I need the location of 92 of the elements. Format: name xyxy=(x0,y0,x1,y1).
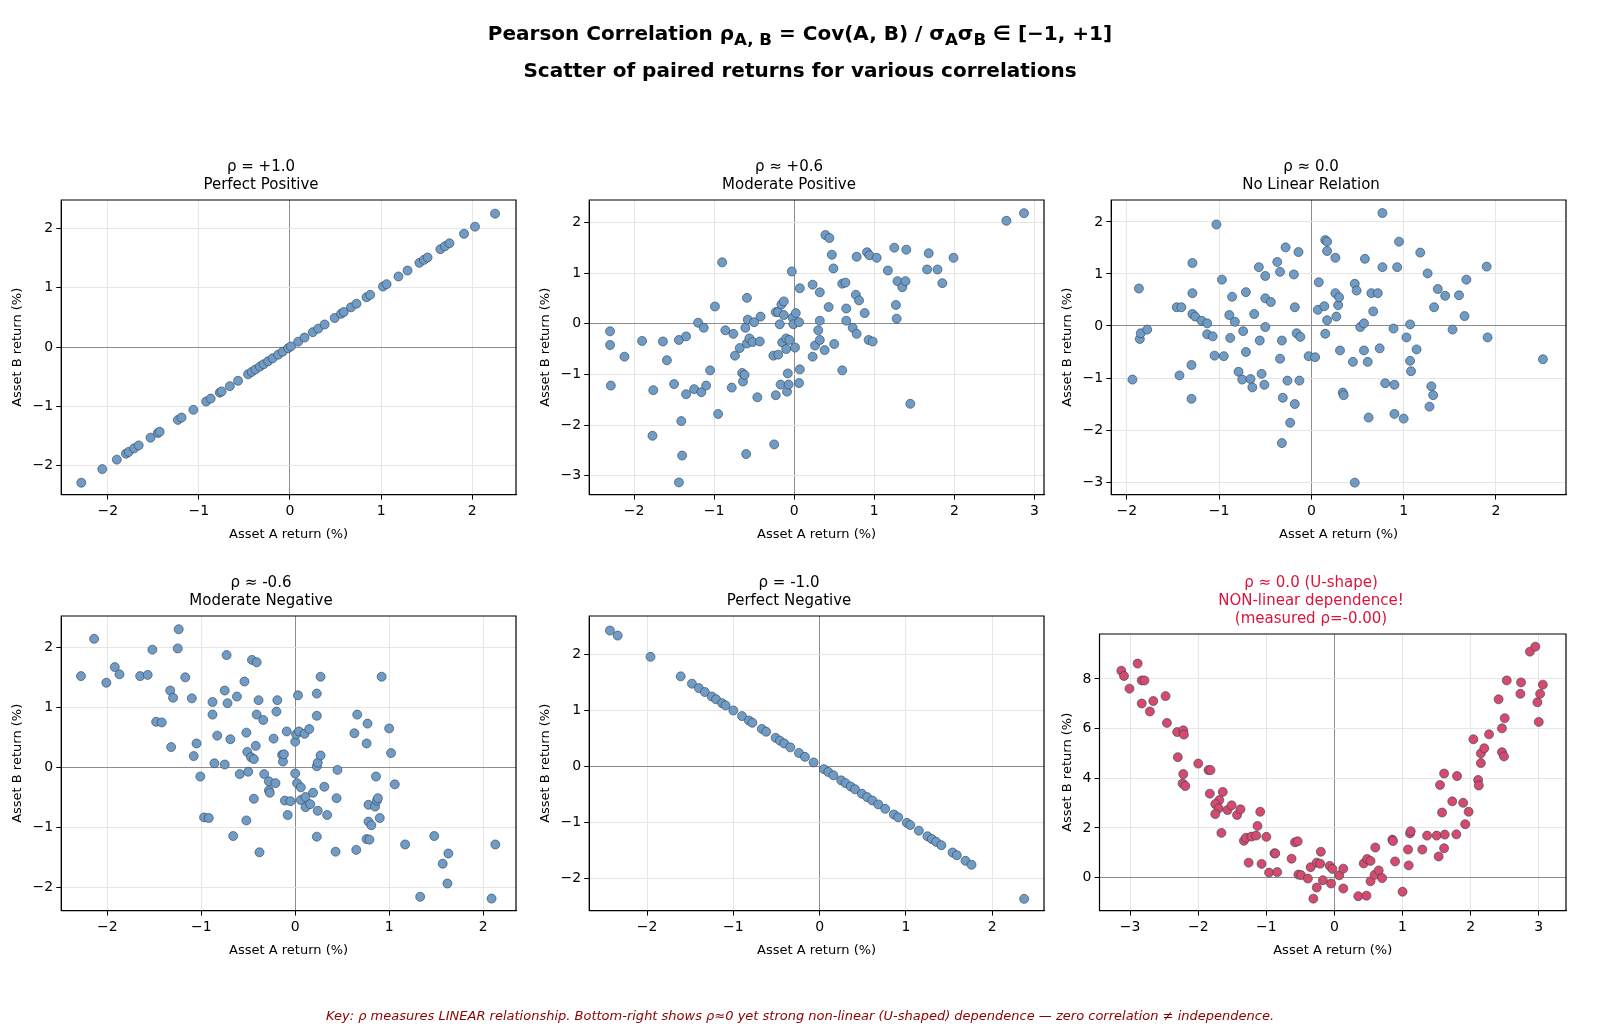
y-tick-label: −1 xyxy=(32,396,54,413)
y-tick-label: 1 xyxy=(572,701,582,718)
chart-title: ρ = +1.0 xyxy=(226,156,296,175)
y-tick-label: −2 xyxy=(1082,420,1104,437)
y-tick-label: 2 xyxy=(44,219,54,236)
x-tick-label: 1 xyxy=(384,917,394,934)
chart-subtitle: Moderate Negative xyxy=(189,590,333,609)
x-tick-label: −2 xyxy=(96,917,118,934)
x-tick-label: 2 xyxy=(1491,501,1501,518)
y-tick-label: 2 xyxy=(572,645,582,662)
y-tick-label: 0 xyxy=(44,758,54,775)
text: Scatter of paired returns for various correlations xyxy=(522,57,1078,84)
x-tick-label: 2 xyxy=(467,501,477,518)
chart-title: ρ ≈ +0.6 xyxy=(754,156,824,175)
y-axis-title: Asset B return (%) xyxy=(537,703,553,823)
x-tick-label: 1 xyxy=(901,917,911,934)
y-tick-label: −1 xyxy=(560,365,582,382)
y-axis-title: Asset B return (%) xyxy=(537,287,553,407)
x-tick-label: 1 xyxy=(1398,917,1408,934)
y-axis-title: Asset B return (%) xyxy=(9,287,25,407)
x-tick-label: 0 xyxy=(789,501,799,518)
x-tick-label: −2 xyxy=(97,501,119,518)
y-tick-label: −2 xyxy=(560,415,582,432)
x-axis-title: Asset A return (%) xyxy=(757,941,877,957)
text: Pearson Correlation ρ$_{A, B}$ = Cov(A, B) / σ$_{A}$σ$_{B}$ ∈ [−1, +1] xyxy=(486,20,1114,51)
x-tick-label: −2 xyxy=(1187,917,1209,934)
y-tick-label: 2 xyxy=(1082,818,1092,835)
y-tick-label: 2 xyxy=(44,637,54,654)
y-axis-title: Asset B return (%) xyxy=(1059,712,1075,832)
y-tick-label: 0 xyxy=(1094,316,1104,333)
chart-subtitle: No Linear Relation xyxy=(1242,174,1380,193)
x-tick-label: 1 xyxy=(869,501,879,518)
chart-title: ρ ≈ 0.0 xyxy=(1283,156,1339,175)
y-tick-label: 1 xyxy=(44,698,54,715)
y-tick-label: −3 xyxy=(1082,472,1104,489)
x-tick-label: 1 xyxy=(376,501,386,518)
text: Key: ρ measures LINEAR relationship. Bottom-right shows ρ≈0 yet strong non-linear (U-shaped) dependence — zero correlation ≠ independence. xyxy=(324,1008,1276,1023)
x-tick-label: 2 xyxy=(949,501,959,518)
x-tick-label: 0 xyxy=(290,917,300,934)
y-tick-label: −1 xyxy=(560,812,582,829)
y-tick-label: −3 xyxy=(560,466,582,483)
y-tick-label: 8 xyxy=(1082,669,1092,686)
x-axis-title: Asset A return (%) xyxy=(757,525,877,541)
x-tick-label: 2 xyxy=(1466,917,1476,934)
y-tick-label: 1 xyxy=(572,263,582,280)
x-tick-label: 2 xyxy=(987,917,997,934)
x-tick-label: 2 xyxy=(478,917,488,934)
y-tick-label: −2 xyxy=(560,868,582,885)
y-tick-label: −1 xyxy=(1082,368,1104,385)
y-tick-label: 0 xyxy=(1082,868,1092,885)
y-tick-label: 1 xyxy=(1094,264,1104,281)
x-tick-label: 1 xyxy=(1399,501,1409,518)
x-tick-label: 0 xyxy=(815,917,825,934)
x-axis-title: Asset A return (%) xyxy=(1279,525,1399,541)
y-tick-label: −2 xyxy=(32,456,54,473)
x-tick-label: 0 xyxy=(1306,501,1316,518)
x-tick-label: −1 xyxy=(1208,501,1230,518)
x-tick-label: −2 xyxy=(1116,501,1138,518)
x-tick-label: −3 xyxy=(1119,917,1141,934)
x-tick-label: −2 xyxy=(623,501,645,518)
x-tick-label: 3 xyxy=(1029,501,1039,518)
y-tick-label: 6 xyxy=(1082,719,1092,736)
y-tick-label: −2 xyxy=(32,878,54,895)
chart-title: ρ ≈ 0.0 (U-shape) xyxy=(1244,572,1378,591)
chart-subtitle: Perfect Negative xyxy=(726,590,852,609)
x-tick-label: −1 xyxy=(190,917,212,934)
chart-subtitle: NON-linear dependence! (measured ρ=-0.00) xyxy=(1218,590,1404,627)
x-tick-label: −1 xyxy=(188,501,210,518)
x-axis-title: Asset A return (%) xyxy=(229,525,349,541)
y-tick-label: 4 xyxy=(1082,768,1092,785)
x-tick-label: −2 xyxy=(636,917,658,934)
chart-title: ρ = -1.0 xyxy=(758,572,820,591)
y-tick-label: 0 xyxy=(572,757,582,774)
y-tick-label: 0 xyxy=(44,337,54,354)
chart-subtitle: Perfect Positive xyxy=(203,174,319,193)
x-tick-label: 0 xyxy=(285,501,295,518)
x-tick-label: 3 xyxy=(1534,917,1544,934)
x-tick-label: −1 xyxy=(723,917,744,934)
y-axis-title: Asset B return (%) xyxy=(9,703,25,823)
y-tick-label: 2 xyxy=(1094,212,1104,229)
y-tick-label: 0 xyxy=(572,314,582,331)
chart-subtitle: Moderate Positive xyxy=(722,174,856,193)
x-tick-label: −1 xyxy=(703,501,725,518)
y-tick-label: 2 xyxy=(572,212,582,229)
x-axis-title: Asset A return (%) xyxy=(1273,941,1393,957)
x-tick-label: −1 xyxy=(1256,917,1277,934)
y-tick-label: 1 xyxy=(44,278,54,295)
y-tick-label: −1 xyxy=(32,818,54,835)
x-tick-label: 0 xyxy=(1330,917,1339,934)
x-axis-title: Asset A return (%) xyxy=(229,941,349,957)
y-axis-title: Asset B return (%) xyxy=(1059,287,1075,407)
chart-title: ρ ≈ -0.6 xyxy=(230,572,292,591)
